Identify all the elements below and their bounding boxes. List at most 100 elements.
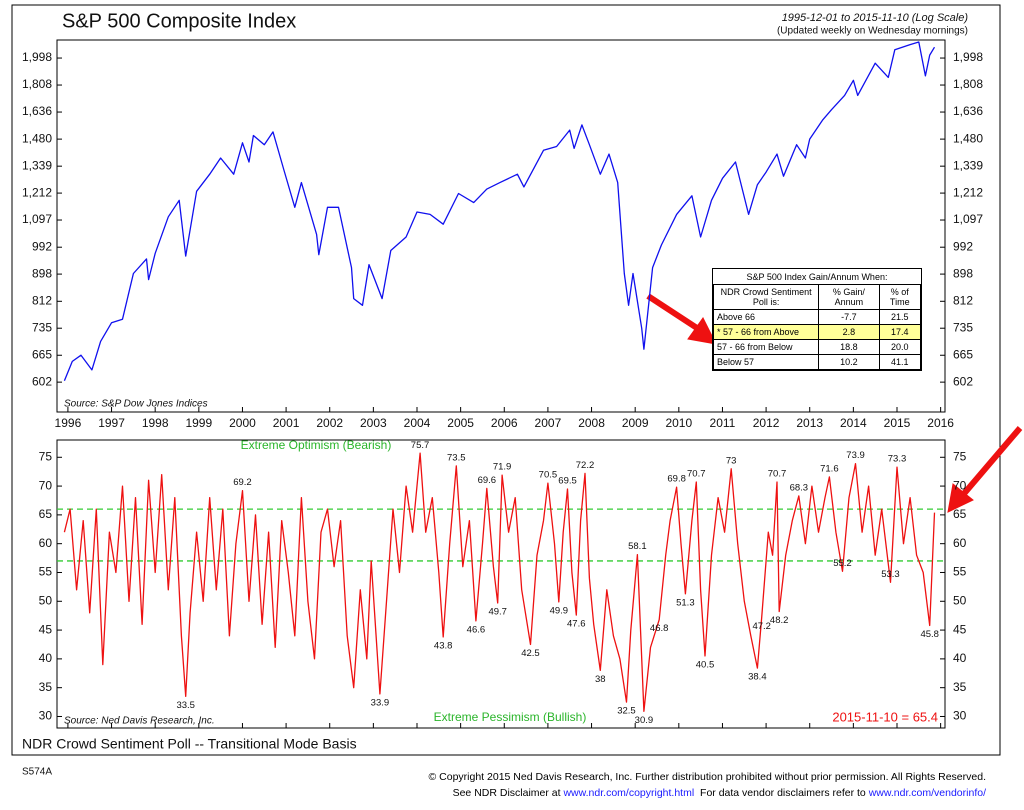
point-label: 38 bbox=[595, 674, 606, 685]
cell: 21.5 bbox=[878, 309, 922, 325]
table: NDR Crowd Sentiment Poll is:% Gain/ Annu… bbox=[712, 284, 922, 370]
x-tick-label: 2013 bbox=[796, 416, 823, 430]
point-label: 40.5 bbox=[696, 660, 715, 671]
x-tick-label: 2005 bbox=[447, 416, 474, 430]
point-label: 75.7 bbox=[411, 440, 430, 451]
header-cell: NDR Crowd Sentiment Poll is: bbox=[712, 284, 820, 310]
point-label: 30.9 bbox=[635, 715, 654, 726]
y-tick-label: 65 bbox=[953, 507, 967, 521]
point-label: 47.2 bbox=[752, 621, 771, 632]
cell: 2.8 bbox=[818, 324, 880, 340]
y-tick-label: 1,808 bbox=[22, 77, 52, 91]
y-tick-label: 55 bbox=[39, 565, 53, 579]
point-label: 73.5 bbox=[447, 452, 466, 463]
copyright: © Copyright 2015 Ned Davis Research, Inc… bbox=[428, 771, 987, 783]
point-label: 49.7 bbox=[488, 607, 507, 618]
point-label: 69.2 bbox=[233, 477, 252, 488]
y-tick-label: 602 bbox=[953, 374, 973, 388]
cell: 41.1 bbox=[878, 354, 922, 370]
chart-title: S&P 500 Composite Index bbox=[62, 10, 296, 32]
y-tick-label: 40 bbox=[953, 651, 967, 665]
cell: 20.0 bbox=[878, 339, 922, 355]
cell: * 57 - 66 from Above bbox=[712, 324, 820, 340]
plot-frame bbox=[56, 39, 946, 413]
y-tick-label: 1,097 bbox=[22, 212, 52, 226]
cell: 17.4 bbox=[878, 324, 922, 340]
code: S574A bbox=[22, 767, 52, 778]
series-line bbox=[63, 41, 936, 382]
header-cell: % of Time bbox=[878, 284, 922, 310]
point-label: 73.3 bbox=[888, 454, 907, 465]
link[interactable]: www.ndr.com/copyright.html bbox=[563, 787, 695, 799]
x-tick-label: 2009 bbox=[622, 416, 649, 430]
point-label: 72.2 bbox=[576, 460, 595, 471]
plot-frame bbox=[56, 439, 946, 729]
y-tick-label: 898 bbox=[953, 266, 973, 280]
series-line bbox=[63, 452, 936, 712]
source: Source: S&P Dow Jones Indices bbox=[64, 399, 208, 410]
point-label: 70.7 bbox=[687, 469, 706, 480]
point-label: 70.7 bbox=[768, 469, 787, 480]
point-label: 47.6 bbox=[567, 619, 586, 630]
optimism-label: Extreme Optimism (Bearish) bbox=[241, 438, 392, 452]
point-label: 46.6 bbox=[467, 624, 486, 635]
x-tick-label: 2011 bbox=[710, 416, 736, 430]
subtitle: 1995-12-01 to 2015-11-10 (Log Scale) bbox=[782, 12, 969, 24]
point-label: 73.9 bbox=[846, 450, 865, 461]
y-tick-label: 602 bbox=[32, 374, 52, 388]
y-tick-label: 65 bbox=[39, 507, 53, 521]
disclaimer-line: See NDR Disclaimer at www.ndr.com/copyri… bbox=[453, 787, 986, 799]
y-tick-label: 1,480 bbox=[953, 131, 983, 145]
point-label: 33.5 bbox=[176, 700, 195, 711]
note: (Updated weekly on Wednesday mornings) bbox=[777, 26, 968, 37]
x-tick-label: 2012 bbox=[753, 416, 780, 430]
stats-table: S&P 500 Index Gain/Annum When: NDR Crowd… bbox=[712, 268, 922, 371]
cell: 57 - 66 from Below bbox=[712, 339, 820, 355]
y-tick-label: 75 bbox=[39, 449, 53, 463]
x-tick-label: 2008 bbox=[578, 416, 605, 430]
latest-value: 2015-11-10 = 65.4 bbox=[832, 709, 938, 724]
link[interactable]: www.ndr.com/vendorinfo/ bbox=[868, 787, 986, 799]
y-tick-label: 50 bbox=[39, 593, 53, 607]
y-tick-label: 1,212 bbox=[22, 185, 52, 199]
disclaimer: See NDR Disclaimer at bbox=[452, 787, 561, 799]
point-label: 45.8 bbox=[920, 629, 939, 640]
y-tick-label: 665 bbox=[953, 347, 973, 361]
y-tick-label: 812 bbox=[953, 293, 973, 307]
x-tick-label: 2014 bbox=[840, 416, 867, 430]
point-label: 53.3 bbox=[881, 569, 900, 580]
point-label: 48.2 bbox=[770, 615, 789, 626]
y-tick-label: 1,480 bbox=[22, 131, 52, 145]
table-title: S&P 500 Index Gain/Annum When: bbox=[746, 272, 888, 282]
frame bbox=[11, 4, 1001, 756]
point-label: 33.9 bbox=[371, 698, 390, 709]
y-tick-label: 45 bbox=[953, 622, 967, 636]
x-tick-label: 2002 bbox=[316, 416, 343, 430]
point-label: 43.8 bbox=[434, 641, 453, 652]
y-tick-label: 1,636 bbox=[22, 104, 52, 118]
header-cell: % Gain/ Annum bbox=[818, 284, 880, 310]
cell: Above 66 bbox=[712, 309, 820, 325]
point-label: 32.5 bbox=[617, 706, 636, 717]
point-label: 46.8 bbox=[650, 623, 669, 634]
y-tick-label: 665 bbox=[32, 347, 52, 361]
y-tick-label: 1,998 bbox=[953, 50, 983, 64]
cell: 10.2 bbox=[818, 354, 880, 370]
point-label: 73 bbox=[726, 455, 737, 466]
y-tick-label: 30 bbox=[953, 709, 967, 723]
y-tick-label: 60 bbox=[953, 536, 967, 550]
y-tick-label: 735 bbox=[32, 320, 52, 334]
y-tick-label: 1,097 bbox=[953, 212, 983, 226]
y-tick-label: 1,998 bbox=[22, 50, 52, 64]
x-tick-label: 1996 bbox=[55, 416, 82, 430]
cell: Below 57 bbox=[712, 354, 820, 370]
arrow bbox=[646, 293, 1023, 513]
y-tick-label: 1,212 bbox=[953, 185, 983, 199]
y-tick-label: 70 bbox=[39, 478, 53, 492]
y-tick-label: 35 bbox=[39, 680, 53, 694]
x-tick-label: 1999 bbox=[185, 416, 212, 430]
x-tick-label: 2001 bbox=[273, 416, 300, 430]
pessimism-label: Extreme Pessimism (Bullish) bbox=[434, 710, 587, 724]
